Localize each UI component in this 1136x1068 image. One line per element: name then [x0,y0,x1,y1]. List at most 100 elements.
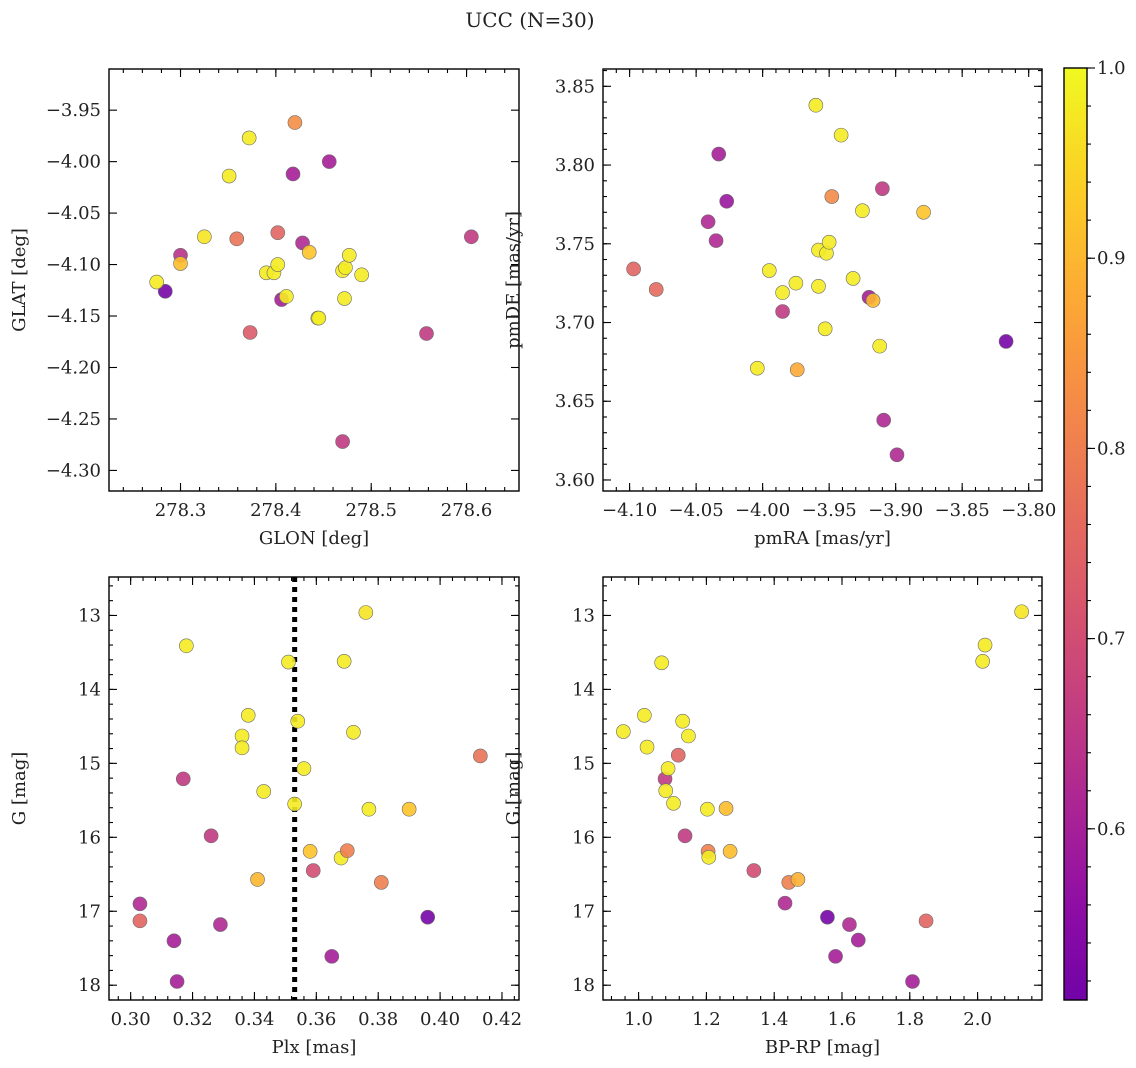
data-point [916,204,931,220]
data-point [828,949,843,964]
data-point [855,203,870,219]
data-point [681,728,696,744]
x-tick-label: 278.4 [250,500,302,521]
y-tick-label: −4.10 [46,255,101,276]
data-point [197,229,212,245]
y-tick-label: 3.80 [555,155,595,176]
colorbar-tick-label: 0.6 [1097,819,1126,840]
x-tick-label: 0.32 [173,1009,213,1030]
colorbar: 0.6 0.7 0.8 0.9 1.0 [1063,58,1126,1001]
x-tick-label: −3.95 [802,500,857,521]
data-point [287,115,303,130]
scatter-panel-2: −4.10 −4.05 −4.00 −3.95 −3.90 −3.85 −3.80 3.60 3… [503,68,1056,549]
data-point [872,338,888,354]
data-point [746,863,762,878]
data-point [149,274,164,290]
data-point [616,724,631,739]
y-tick-label: 3.60 [555,470,595,491]
data-point [341,247,357,263]
data-point [346,724,361,740]
data-point [175,771,191,787]
data-point [722,844,738,859]
y-tick-label: −4.30 [46,460,101,481]
data-point [708,233,724,248]
colorbar-tick-label: 0.8 [1097,438,1126,459]
x-axis-label: BP-RP [mag] [765,1037,880,1058]
y-axis-label: G [mag] [9,752,30,825]
y-tick-label: 3.75 [555,234,595,255]
data-point [626,261,641,277]
data-point [354,267,369,283]
data-point [281,654,296,670]
data-point [335,434,350,449]
data-point [975,654,990,669]
data-point [221,168,237,184]
data-point [420,909,436,925]
data-point [374,875,389,890]
y-tick-label: 13 [78,605,101,626]
x-tick-label: −4.05 [669,500,724,521]
y-tick-label: 18 [572,975,595,996]
data-point [998,334,1014,349]
data-point [132,913,148,929]
data-point [305,863,321,878]
data-point [918,913,934,929]
data-point [719,193,735,209]
data-point [301,244,317,260]
data-point [240,707,256,723]
x-tick-label: 0.40 [420,1009,460,1030]
x-tick-label: 2.0 [963,1009,992,1030]
x-tick-label: 1.0 [624,1009,653,1030]
x-axis-label: pmRA [mas/yr] [754,528,891,549]
x-tick-label: −4.00 [735,500,790,521]
y-tick-label: 14 [572,679,595,700]
x-tick-label: −3.90 [868,500,923,521]
data-point [637,707,652,723]
data-point [464,229,479,245]
scatter-panel-3: 0.30 0.32 0.34 0.36 0.38 0.40 0.42 13 14 15 16 17 18… [9,576,522,1058]
data-point [338,260,353,275]
data-point [889,447,905,463]
data-point [654,655,669,671]
data-point [287,796,302,812]
x-tick-label: −3.85 [935,500,990,521]
data-point [718,801,734,816]
data-point [401,801,417,817]
y-tick-label: 16 [572,827,595,848]
colorbar-tick-label: 1.0 [1097,58,1126,79]
data-point [1014,604,1029,620]
data-point [660,761,676,776]
data-point [166,933,182,949]
data-point [845,271,861,286]
x-tick-label: −4.10 [602,500,657,521]
x-tick-label: 0.30 [111,1009,151,1030]
data-point [296,761,312,776]
y-tick-label: 17 [572,901,595,922]
data-point [419,326,434,341]
x-tick-label: 278.3 [155,500,207,521]
data-point [213,917,228,932]
x-tick-label: 1.2 [692,1009,721,1030]
colorbar-frame [1063,67,1088,1001]
data-point [905,974,920,989]
data-point [821,234,837,250]
data-point [820,909,835,925]
scatter-panel-1: 278.3 278.4 278.5 278.6 −3.95 −4.00 −4.05 −4.10… [9,68,520,549]
data-point [817,321,833,337]
data-point [701,849,717,865]
y-tick-label: −4.15 [46,306,101,327]
colorbar-gradient [1064,68,1087,1000]
y-tick-label: −4.25 [46,409,101,430]
y-tick-label: −4.00 [46,152,101,173]
data-point [761,263,777,278]
data-point [842,917,857,932]
y-tick-label: 15 [572,753,595,774]
data-point [290,713,306,729]
y-tick-label: 16 [78,827,101,848]
data-point [833,127,849,143]
y-tick-label: 14 [78,679,101,700]
data-point [648,282,664,297]
data-point [337,291,352,306]
data-point [358,605,374,620]
x-axis-label: Plx [mas] [272,1037,357,1058]
